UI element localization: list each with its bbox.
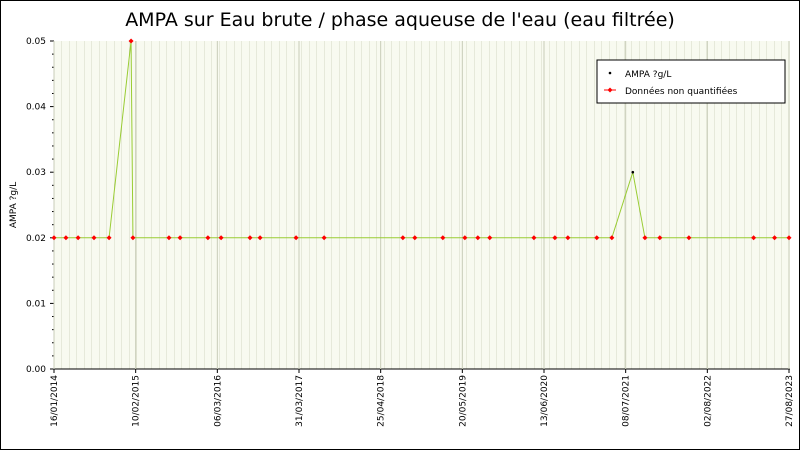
x-tick-label: 02/08/2022 bbox=[703, 375, 713, 427]
x-tick-label: 13/06/2020 bbox=[540, 375, 550, 427]
point bbox=[218, 235, 224, 241]
point bbox=[166, 235, 172, 241]
point bbox=[609, 235, 615, 241]
y-tick-label: 0.05 bbox=[26, 37, 46, 47]
point bbox=[772, 235, 778, 241]
point bbox=[247, 235, 253, 241]
point bbox=[686, 235, 692, 241]
legend-box bbox=[596, 59, 786, 104]
point bbox=[63, 235, 69, 241]
point bbox=[91, 235, 97, 241]
y-axis-label: AMPA ?g/L bbox=[9, 182, 19, 228]
x-tick-label: 06/03/2016 bbox=[213, 375, 223, 427]
point bbox=[321, 235, 327, 241]
legend-marker bbox=[608, 71, 612, 75]
point bbox=[257, 235, 263, 241]
legend-label: Données non quantifiées bbox=[625, 86, 738, 97]
point bbox=[565, 235, 571, 241]
point bbox=[552, 235, 558, 241]
point bbox=[786, 235, 792, 241]
x-tick-label: 20/05/2019 bbox=[458, 375, 468, 427]
x-tick-label: 08/07/2021 bbox=[622, 375, 632, 427]
x-tick-label: 25/04/2018 bbox=[377, 375, 387, 427]
point bbox=[130, 235, 136, 241]
point bbox=[293, 235, 299, 241]
point bbox=[631, 170, 635, 174]
x-tick-label: 31/03/2017 bbox=[295, 375, 305, 427]
y-tick-label: 0.00 bbox=[26, 365, 46, 375]
point bbox=[462, 235, 468, 241]
point bbox=[75, 235, 81, 241]
point bbox=[400, 235, 406, 241]
point bbox=[177, 235, 183, 241]
point bbox=[205, 235, 211, 241]
y-tick-label: 0.04 bbox=[26, 103, 46, 113]
point bbox=[487, 235, 493, 241]
y-tick-label: 0.01 bbox=[26, 299, 46, 309]
y-tick-label: 0.03 bbox=[26, 168, 46, 178]
point bbox=[51, 235, 57, 241]
point bbox=[642, 235, 648, 241]
point bbox=[128, 38, 134, 44]
x-tick-label: 27/08/2023 bbox=[785, 375, 795, 427]
point bbox=[412, 235, 418, 241]
point bbox=[657, 235, 663, 241]
point bbox=[475, 235, 481, 241]
point bbox=[751, 235, 757, 241]
legend-marker bbox=[607, 87, 613, 93]
x-tick-label: 16/01/2014 bbox=[50, 375, 60, 427]
y-tick-label: 0.02 bbox=[26, 234, 46, 244]
point bbox=[531, 235, 537, 241]
chart-title: AMPA sur Eau brute / phase aqueuse de l'… bbox=[125, 9, 675, 31]
legend-label: AMPA ?g/L bbox=[625, 70, 671, 80]
point bbox=[106, 235, 112, 241]
point bbox=[594, 235, 600, 241]
point bbox=[440, 235, 446, 241]
x-tick-label: 10/02/2015 bbox=[132, 375, 142, 427]
